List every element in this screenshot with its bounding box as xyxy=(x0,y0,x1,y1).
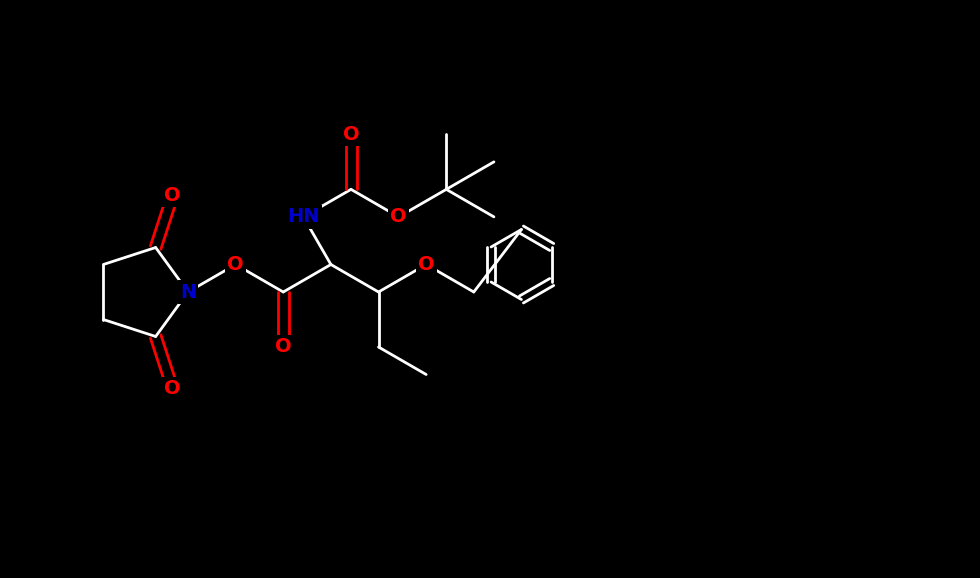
Text: N: N xyxy=(180,283,196,302)
Text: O: O xyxy=(417,255,434,274)
Text: O: O xyxy=(165,379,181,398)
Text: O: O xyxy=(390,208,407,227)
Text: O: O xyxy=(165,186,181,205)
Text: O: O xyxy=(227,255,244,274)
Text: O: O xyxy=(275,338,292,357)
Text: HN: HN xyxy=(287,208,319,227)
Text: O: O xyxy=(343,125,360,144)
